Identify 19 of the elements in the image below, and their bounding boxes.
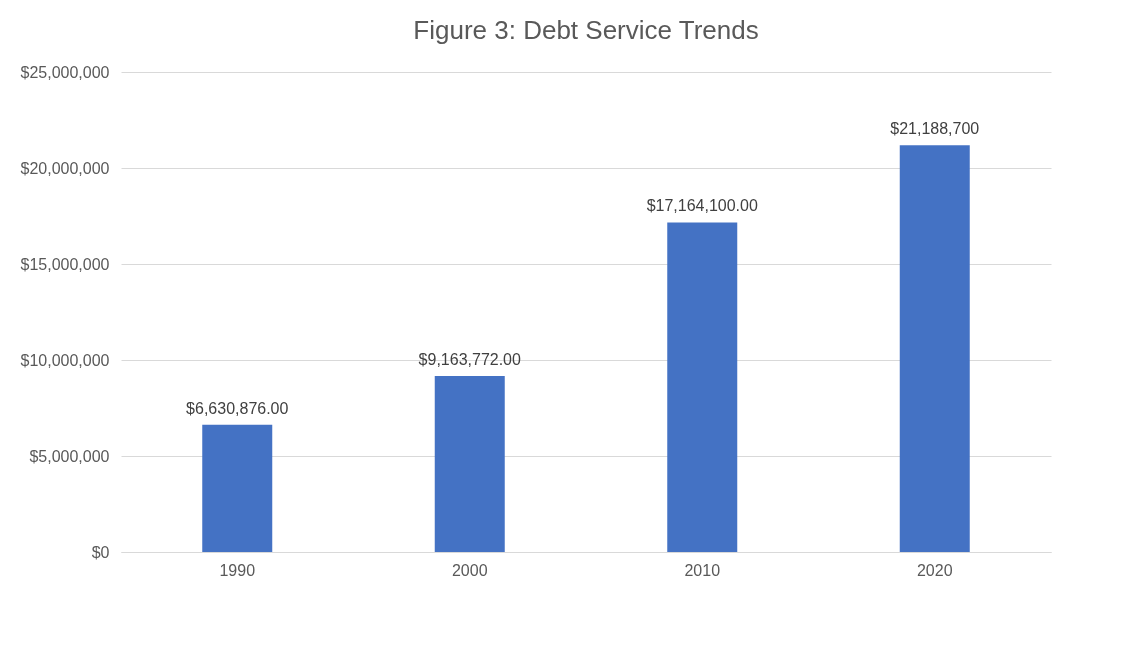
y-tick-label: $5,000,000 xyxy=(29,447,110,465)
y-tick-label: $20,000,000 xyxy=(20,159,110,177)
bar xyxy=(899,145,970,552)
x-tick-label: 1990 xyxy=(219,561,256,579)
y-tick-label: $15,000,000 xyxy=(20,255,110,273)
data-label: $9,163,772.00 xyxy=(418,351,522,369)
bar xyxy=(667,222,738,552)
chart-title: Figure 3: Debt Service Trends xyxy=(413,15,759,45)
bar xyxy=(434,376,505,552)
x-tick-label: 2000 xyxy=(451,561,488,579)
x-tick-label: 2020 xyxy=(916,561,953,579)
y-tick-label: $10,000,000 xyxy=(20,351,110,369)
x-tick-label: 2010 xyxy=(684,561,721,579)
data-label: $17,164,100.00 xyxy=(646,197,758,215)
y-tick-label: $0 xyxy=(91,543,110,561)
data-label: $21,188,700 xyxy=(890,120,980,138)
bar xyxy=(202,424,273,552)
y-tick-label: $25,000,000 xyxy=(20,63,110,81)
data-label: $6,630,876.00 xyxy=(186,399,289,417)
